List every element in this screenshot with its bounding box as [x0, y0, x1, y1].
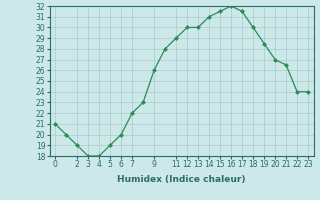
X-axis label: Humidex (Indice chaleur): Humidex (Indice chaleur)	[117, 175, 246, 184]
